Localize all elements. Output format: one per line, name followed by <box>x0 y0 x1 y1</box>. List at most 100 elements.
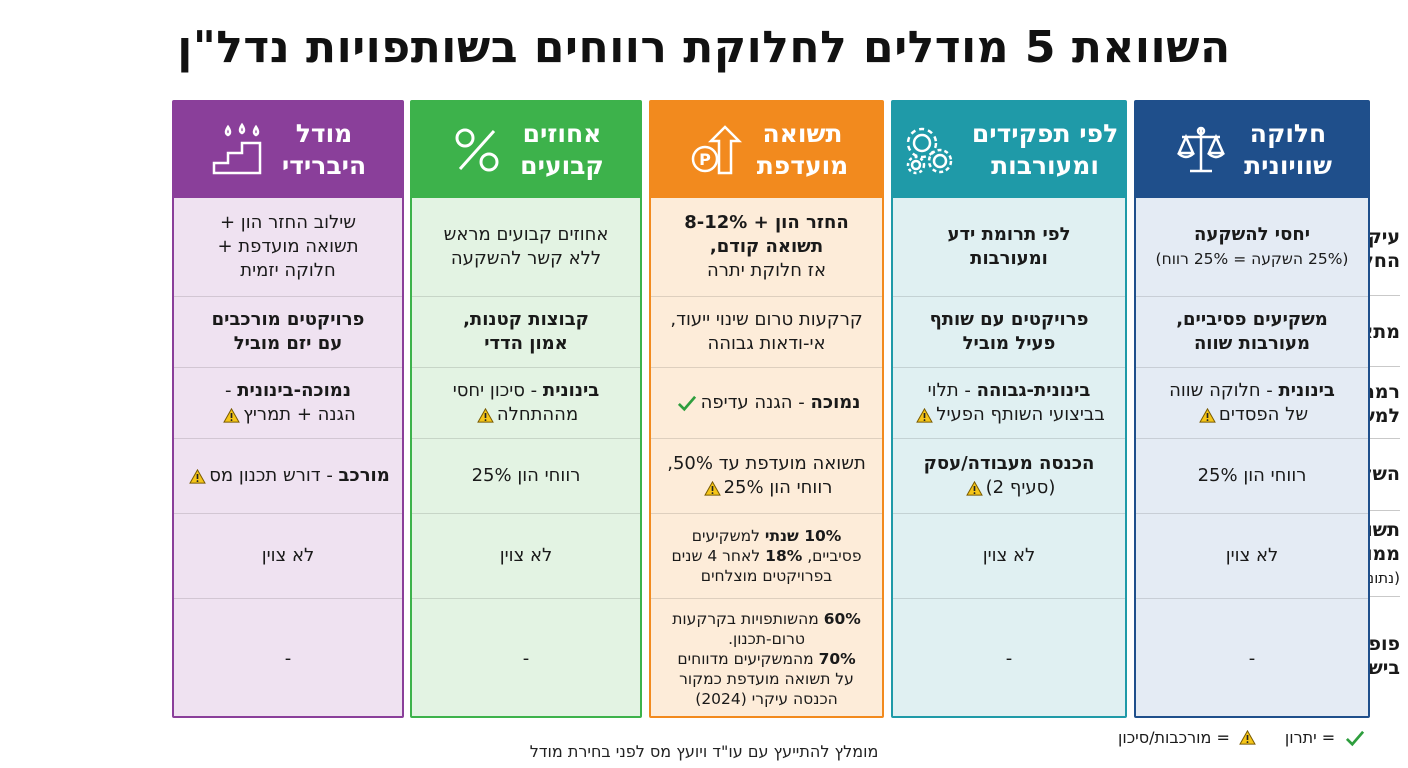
column-equal-header: חלוקה שוויונית <box>1136 102 1368 198</box>
page-title: השוואת 5 מודלים לחלוקת רווחים בשותפויות … <box>177 22 1231 73</box>
column-roles: לפי תפקידים ומעורבות לפי תרומת ידע ומעורבו… <box>891 100 1127 718</box>
roles-risk-line1: - תלוי <box>927 380 977 401</box>
roles-suitable-line2: פעיל מוביל <box>962 333 1056 354</box>
roles-principle-line2: ומעורבות <box>970 248 1048 269</box>
fixed-tax: רווחי הון 25% <box>471 465 581 486</box>
fixed-risk-bold: בינונית <box>542 380 600 401</box>
preferred-pop-text3: מהמשקיעים מדווחים <box>677 649 819 668</box>
column-fixed-header: אחוזים קבועים <box>412 102 640 198</box>
preferred-pop-text5: הכנסה עיקרי (2024) <box>695 689 838 708</box>
preferred-tax-line1: תשואה מועדפת עד 50%, <box>667 453 866 474</box>
column-roles-title-line1: לפי תפקידים <box>971 119 1119 148</box>
column-equal-title-line1: חלוקה <box>1249 119 1327 148</box>
roles-return: לא צוין <box>982 545 1036 566</box>
preferred-pop-bold1: 60% <box>823 609 861 628</box>
column-fixed: אחוזים קבועים אחוזים קבועים מראש ללא קשר ל… <box>410 100 642 718</box>
equal-return: לא צוין <box>1225 545 1279 566</box>
stairs-drops-icon <box>212 122 262 175</box>
roles-risk-line2: בביצועי השותף הפעיל <box>936 404 1105 425</box>
hybrid-risk-bold: נמוכה-בינונית <box>237 380 351 401</box>
preferred-pop-text4: על תשואה מועדפת כמקור <box>679 669 854 688</box>
scale-icon <box>1177 126 1225 173</box>
preferred-return-bold1: 10% שנתי <box>764 527 842 545</box>
roles-tax-line1: הכנסה מעבודה/עסק <box>923 453 1095 474</box>
fixed-principle-line1: אחוזים קבועים מראש <box>443 224 609 245</box>
hybrid-risk-line1: - <box>225 380 238 401</box>
equal-risk-line1: - חלוקה שווה <box>1169 380 1279 401</box>
fixed-risk-line2: מההתחלה <box>496 404 579 425</box>
warning-icon <box>1199 407 1216 423</box>
preferred-return-bold2: 18% <box>765 547 803 565</box>
column-equal: חלוקה שוויונית יחסי להשקעה (25% השקעה = 25… <box>1134 100 1370 718</box>
preferred-pop-bold2: 70% <box>818 649 856 668</box>
hybrid-principle-line1: שילוב החזר הון + <box>219 212 357 233</box>
warning-icon <box>1239 730 1256 745</box>
preferred-suitable-line2: אי-ודאות גבוהה <box>707 333 826 354</box>
equal-suitable-line1: משקיעים פסיביים, <box>1176 309 1328 330</box>
preferred-tax-line2: רווחי הון 25% <box>723 477 833 498</box>
column-fixed-title-line2: קבועים <box>520 151 604 180</box>
hybrid-risk-line2: הגנה + תמריץ <box>243 404 356 425</box>
equal-principle-rest: (25% השקעה = 25% רווח) <box>1155 250 1349 268</box>
footer-note: מומלץ להתייעץ עם עו"ד ויועץ מס לפני בחיר… <box>529 742 879 761</box>
equal-suitable-line2: מעורבות שווה <box>1193 333 1311 354</box>
equal-principle-bold: יחסי להשקעה <box>1194 224 1310 245</box>
growth-coin-icon: P <box>691 125 742 175</box>
equal-risk-bold: בינונית <box>1278 380 1335 401</box>
hybrid-suitable-line2: עם יזם מוביל <box>233 333 343 354</box>
warning-icon <box>703 480 721 496</box>
check-icon <box>677 395 696 412</box>
roles-principle-line1: לפי תרומת ידע <box>947 224 1071 245</box>
check-icon <box>1346 730 1365 746</box>
legend: = יתרון = מורכבות/סיכון <box>1118 728 1369 747</box>
column-preferred-title-line1: תשואה <box>762 119 843 148</box>
warning-icon <box>223 407 241 423</box>
hybrid-tax-bold: מורכב <box>338 465 390 486</box>
warning-icon <box>965 480 983 496</box>
preferred-principle-line2: תשואה קודם, <box>709 236 824 257</box>
column-hybrid: מודל היברידי שילוב החזר הון + תשואה מועדפת… <box>172 100 404 718</box>
column-roles-title-line2: ומעורבות <box>991 151 1099 180</box>
preferred-return-text3: לאחר 4 שנים <box>671 547 766 565</box>
column-equal-title-line2: שוויונית <box>1244 151 1332 180</box>
preferred-pop-text1: מהשותפויות בקרקעות <box>672 609 824 628</box>
percent-icon <box>455 128 499 172</box>
roles-suitable-line1: פרויקטים עם שותף <box>929 309 1089 330</box>
hybrid-return: לא צוין <box>261 545 315 566</box>
column-hybrid-header: מודל היברידי <box>174 102 402 198</box>
equal-popularity: - <box>1248 647 1256 669</box>
preferred-principle-line1: החזר הון + 8-12% <box>684 212 849 233</box>
preferred-pop-text2: טרום-תכנון. <box>728 629 805 648</box>
legend-complexity: = מורכבות/סיכון <box>1118 728 1230 747</box>
fixed-principle-line2: ללא קשר להשקעה <box>450 248 602 269</box>
fixed-return: לא צוין <box>499 545 553 566</box>
preferred-principle-line3: אז חלוקת יתרה <box>707 260 826 281</box>
column-roles-header: לפי תפקידים ומעורבות <box>893 102 1125 198</box>
roles-popularity: - <box>1005 647 1013 669</box>
preferred-risk-line1: - הגנה עדיפה <box>700 392 811 413</box>
preferred-suitable-line1: קרקעות טרום שינוי ייעוד, <box>670 309 863 330</box>
fixed-suitable-line1: קבוצות קטנות, <box>463 309 589 330</box>
column-fixed-title-line1: אחוזים <box>522 119 602 148</box>
equal-tax: רווחי הון 25% <box>1197 465 1307 486</box>
roles-risk-bold: בינונית-גבוהה <box>976 380 1091 401</box>
warning-icon <box>916 407 934 423</box>
hybrid-popularity: - <box>284 647 292 669</box>
column-hybrid-title-line1: מודל <box>295 119 353 148</box>
warning-icon <box>189 468 207 484</box>
column-preferred-header: תשואה מועדפת P <box>651 102 882 198</box>
preferred-return-text2: פסיביים, <box>802 547 862 565</box>
preferred-return-text1: למשקיעים <box>691 527 765 545</box>
fixed-risk-line1: - סיכון יחסי <box>452 380 543 401</box>
fixed-popularity: - <box>522 647 530 669</box>
roles-tax-line2: (סעיף 2) <box>985 477 1056 498</box>
warning-icon <box>476 407 494 423</box>
legend-advantage: = יתרון <box>1284 728 1336 747</box>
column-hybrid-title-line2: היברידי <box>281 151 367 180</box>
hybrid-suitable-line1: פרויקטים מורכבים <box>211 309 365 330</box>
column-preferred: תשואה מועדפת P החזר הון + 8-12% תשואה קודם… <box>649 100 884 718</box>
gears-icon <box>906 127 953 175</box>
hybrid-tax-line1: - דורש תכנון מס <box>209 465 339 486</box>
equal-risk-line2: של הפסדים <box>1218 404 1309 425</box>
hybrid-principle-line3: חלוקה יזמית <box>240 260 336 281</box>
